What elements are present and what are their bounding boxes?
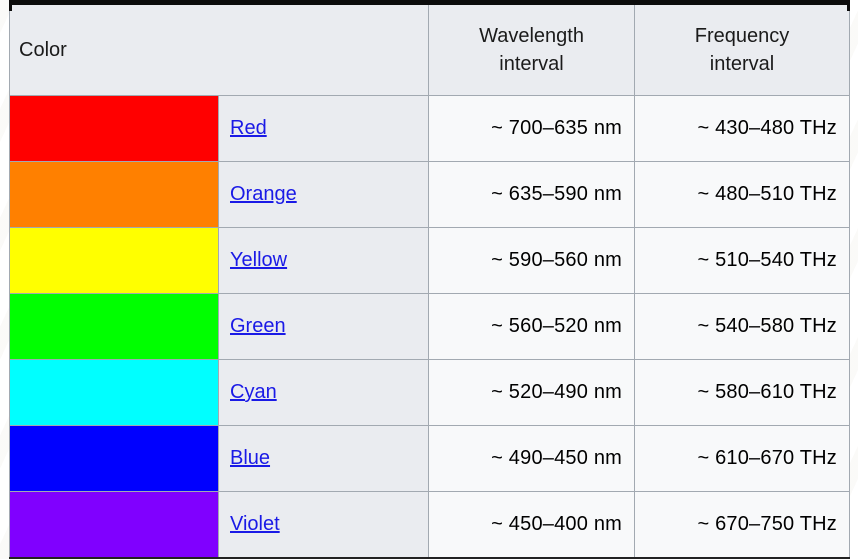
frequency-value: ~ 510–540 THz (634, 227, 851, 294)
color-name-cell: Cyan (217, 359, 430, 426)
blue-link[interactable]: Blue (230, 447, 271, 469)
frequency-value: ~ 670–750 THz (634, 491, 851, 559)
violet-color-swatch (9, 491, 219, 559)
color-name-cell: Green (217, 293, 430, 360)
color-name-cell: Violet (217, 491, 430, 559)
frequency-column-header: Frequency interval (634, 2, 851, 96)
frequency-value: ~ 430–480 THz (634, 95, 851, 162)
wavelength-value: ~ 490–450 nm (428, 425, 636, 492)
table-row-green: Green ~ 560–520 nm ~ 540–580 THz (9, 293, 851, 360)
spectrum-table-container: Color Wavelength interval Frequency inte… (8, 0, 851, 559)
wavelength-value: ~ 520–490 nm (428, 359, 636, 426)
table-row-yellow: Yellow ~ 590–560 nm ~ 510–540 THz (9, 227, 851, 294)
frequency-value: ~ 580–610 THz (634, 359, 851, 426)
color-name-cell: Orange (217, 161, 430, 228)
table-row-blue: Blue ~ 490–450 nm ~ 610–670 THz (9, 425, 851, 492)
cyan-link[interactable]: Cyan (230, 381, 277, 403)
color-name-cell: Blue (217, 425, 430, 492)
table-row-violet: Violet ~ 450–400 nm ~ 670–750 THz (9, 491, 851, 559)
frequency-value: ~ 540–580 THz (634, 293, 851, 360)
red-link[interactable]: Red (230, 117, 267, 139)
color-name-cell: Yellow (217, 227, 430, 294)
spectrum-table: Color Wavelength interval Frequency inte… (8, 0, 851, 559)
frequency-value: ~ 480–510 THz (634, 161, 851, 228)
red-color-swatch (9, 95, 219, 162)
wavelength-value: ~ 700–635 nm (428, 95, 636, 162)
color-name-cell: Red (217, 95, 430, 162)
color-column-header: Color (8, 2, 430, 96)
orange-color-swatch (9, 161, 219, 228)
yellow-link[interactable]: Yellow (230, 249, 288, 271)
green-link[interactable]: Green (230, 315, 286, 337)
wavelength-value: ~ 590–560 nm (428, 227, 636, 294)
wavelength-value: ~ 560–520 nm (428, 293, 636, 360)
green-color-swatch (9, 293, 219, 360)
orange-link[interactable]: Orange (230, 183, 297, 205)
wavelength-column-header: Wavelength interval (428, 2, 636, 96)
wavelength-value: ~ 635–590 nm (428, 161, 636, 228)
violet-link[interactable]: Violet (230, 513, 280, 535)
frequency-value: ~ 610–670 THz (634, 425, 851, 492)
table-row-cyan: Cyan ~ 520–490 nm ~ 580–610 THz (9, 359, 851, 426)
table-row-red: Red ~ 700–635 nm ~ 430–480 THz (9, 95, 851, 162)
cyan-color-swatch (9, 359, 219, 426)
blue-color-swatch (9, 425, 219, 492)
table-row-orange: Orange ~ 635–590 nm ~ 480–510 THz (9, 161, 851, 228)
header-row: Color Wavelength interval Frequency inte… (8, 2, 851, 96)
wavelength-value: ~ 450–400 nm (428, 491, 636, 559)
yellow-color-swatch (9, 227, 219, 294)
